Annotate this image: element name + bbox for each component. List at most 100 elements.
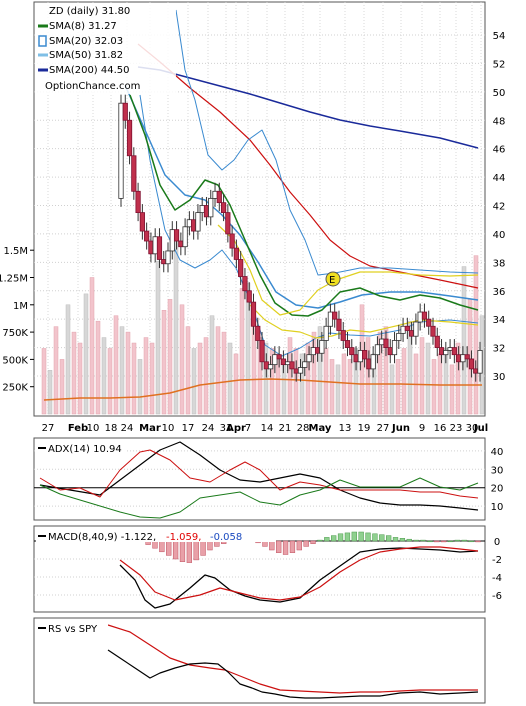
candle-body-46: [212, 190, 218, 199]
volume-bar-56: [377, 331, 383, 415]
candle-body-73: [327, 311, 334, 327]
x-tick-6: 10: [162, 423, 175, 434]
candle-body-88: [391, 340, 398, 356]
candle-body-34: [161, 259, 167, 265]
candle-body-63: [285, 361, 291, 366]
candle-body-35: [165, 250, 171, 265]
volume-bar-41: [287, 337, 293, 415]
candle-body-100: [443, 350, 449, 356]
sma20-line: [124, 84, 479, 309]
macd-hist-bar-44: [399, 538, 406, 542]
volume-bar-31: [227, 342, 233, 415]
candle-body-39: [182, 226, 188, 248]
volume-bar-32: [233, 353, 239, 415]
candle-body-40: [186, 219, 192, 228]
candle-body-86: [383, 338, 389, 348]
x-tick-24: Jul: [473, 423, 488, 434]
adx-tick-0: 10: [491, 502, 504, 513]
volume-tick-2: 750K: [2, 328, 28, 339]
x-tick-2: 10: [87, 423, 100, 434]
volume-bar-23: [179, 304, 185, 415]
macd-signal-line: [119, 546, 479, 601]
volume-bar-20: [161, 310, 167, 415]
volume-bar-3: [59, 359, 65, 415]
x-tick-12: 14: [261, 423, 274, 434]
macd-hist-bar-35: [337, 533, 344, 542]
volume-bar-21: [167, 299, 173, 415]
candle-body-71: [319, 340, 325, 354]
volume-tick-0: 250K: [2, 383, 28, 394]
x-tick-10: Apr: [226, 423, 246, 434]
macd-hist-bar-15: [200, 540, 206, 556]
macd-label: MACD(8,40,9) -1.122,: [48, 532, 156, 543]
price-tick-8: 46: [493, 145, 506, 156]
candle-body-57: [259, 340, 265, 363]
rs-label: RS vs SPY: [48, 624, 98, 635]
price-tick-7: 44: [493, 173, 506, 184]
volume-bars: [41, 239, 485, 415]
candle-body-80: [357, 350, 363, 363]
candle-body-105: [464, 354, 470, 360]
candle-body-64: [289, 361, 295, 370]
candle-body-66: [297, 367, 304, 374]
candle-body-69: [310, 347, 316, 356]
earnings-marker-label: E: [329, 275, 335, 286]
legend-entry-2: SMA(50) 31.82: [49, 50, 123, 61]
candle-body-49: [225, 212, 231, 235]
x-tick-14: 28: [297, 423, 310, 434]
macd-tick-2: -4: [492, 573, 502, 584]
candle-body-24: [118, 102, 124, 199]
macd-value: -1.059,: [166, 532, 201, 543]
rs-line: [107, 649, 479, 699]
x-tick-13: 21: [279, 423, 292, 434]
volume-bar-8: [89, 277, 95, 415]
candle-body-58: [263, 361, 269, 370]
legend-entry-3: SMA(200) 44.50: [49, 65, 130, 76]
price-tick-2: 34: [493, 315, 506, 326]
macd-hist-bar-28: [289, 540, 296, 553]
candle-body-41: [191, 219, 197, 232]
macd-signal-value: -0.058: [210, 532, 242, 543]
volume-bar-18: [149, 342, 155, 415]
candle-body-67: [302, 361, 308, 368]
candle-body-52: [238, 259, 244, 277]
candle-body-85: [379, 338, 385, 346]
candle-body-107: [473, 368, 479, 374]
volume-bar-59: [395, 359, 401, 415]
candle-body-83: [370, 354, 376, 370]
price-tick-4: 38: [493, 258, 506, 269]
adx-label: ADX(14) 10.94: [48, 444, 122, 455]
volume-bar-70: [461, 266, 467, 415]
macd-hist-bar-45: [406, 538, 412, 542]
candle-body-99: [438, 347, 445, 356]
candle-body-77: [344, 340, 351, 348]
symbol-line: ZD (daily) 31.80: [49, 6, 130, 17]
macd-hist-bar-49: [434, 540, 440, 543]
adx-tick-1: 20: [491, 484, 504, 495]
candle-body-44: [203, 205, 210, 218]
candle-body-95: [421, 311, 428, 320]
candle-body-53: [242, 276, 248, 292]
macd-hist-bar-51: [447, 540, 454, 543]
volume-bar-10: [101, 337, 107, 415]
candle-body-32: [152, 236, 158, 255]
macd-hist-bar-42: [386, 535, 392, 542]
macd-hist-bar-26: [276, 540, 282, 553]
x-tick-8: 24: [202, 423, 215, 434]
macd-hist-bar-12: [179, 540, 186, 562]
candle-body-93: [413, 321, 419, 337]
macd-hist-bar-37: [351, 531, 357, 542]
macd-hist-bar-43: [392, 537, 399, 542]
volume-bar-51: [347, 359, 353, 415]
candle-body-104: [460, 354, 466, 363]
macd-hist-bar-47: [420, 539, 426, 542]
volume-tick-3: 1M: [13, 301, 28, 312]
band-upper-yellow: [217, 224, 479, 316]
earnings-marker: E: [325, 271, 341, 287]
volume-bar-13: [119, 326, 125, 415]
volume-bar-60: [401, 348, 407, 415]
price-tick-3: 36: [493, 287, 506, 298]
x-tick-0: 27: [42, 423, 55, 434]
candle-body-94: [417, 311, 423, 323]
candle-body-90: [400, 325, 406, 334]
